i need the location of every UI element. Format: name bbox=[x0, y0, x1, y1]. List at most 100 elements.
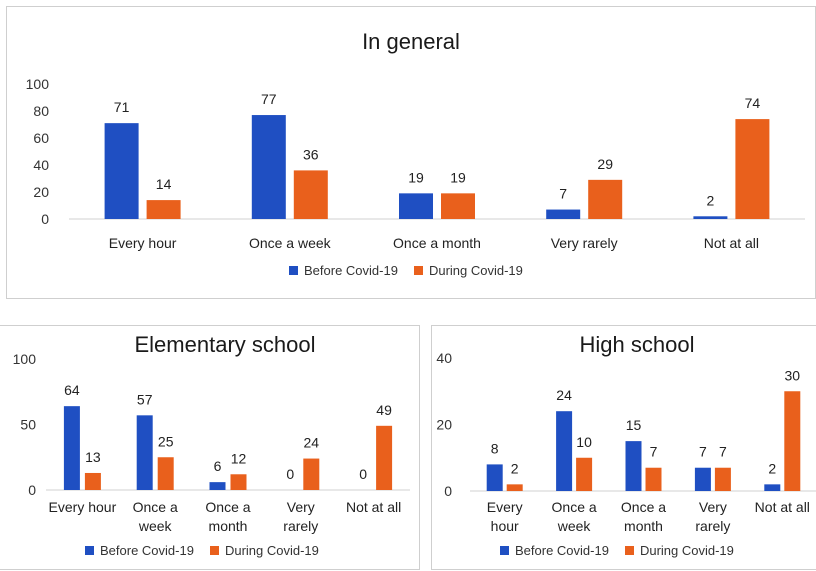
chart-legend: Before Covid-19 During Covid-19 bbox=[289, 263, 523, 278]
y-tick-label: 40 bbox=[436, 350, 452, 366]
bar-before-covid bbox=[104, 123, 139, 219]
y-tick-label: 50 bbox=[20, 417, 36, 433]
category-label: rarely bbox=[695, 518, 730, 534]
legend-swatch bbox=[500, 546, 509, 555]
category-label: Every hour bbox=[109, 235, 177, 251]
bar-before-covid bbox=[693, 216, 728, 219]
bar-during-covid bbox=[714, 467, 731, 491]
bar-during-covid bbox=[784, 391, 801, 491]
category-label: Once a bbox=[552, 499, 597, 515]
data-label: 74 bbox=[745, 95, 761, 111]
data-label: 7 bbox=[559, 186, 567, 202]
legend-swatch bbox=[413, 266, 423, 275]
category-label: rarely bbox=[283, 518, 318, 534]
chart-plot: 0 20 40 60 80 100 71 14 Every hour 77 36 Once a wee… bbox=[26, 76, 805, 251]
bar-during-covid bbox=[735, 119, 770, 219]
data-label: 57 bbox=[137, 391, 153, 407]
legend-label: Before Covid-19 bbox=[100, 543, 194, 558]
bar-during-covid bbox=[376, 425, 393, 490]
legend-label: Before Covid-19 bbox=[304, 263, 398, 278]
data-label: 14 bbox=[156, 176, 172, 192]
category-label: Very rarely bbox=[551, 235, 618, 251]
data-label: 36 bbox=[303, 146, 319, 162]
data-label: 8 bbox=[491, 440, 499, 456]
legend-swatch bbox=[289, 266, 298, 275]
legend-swatch bbox=[209, 546, 219, 555]
data-label: 2 bbox=[707, 192, 715, 208]
bar-during-covid bbox=[157, 457, 174, 490]
data-label: 7 bbox=[719, 444, 727, 460]
bar-before-covid bbox=[399, 193, 433, 219]
legend-label: During Covid-19 bbox=[639, 543, 734, 558]
data-label: 7 bbox=[650, 444, 658, 460]
category-label: Very bbox=[287, 499, 315, 515]
bar-during-covid bbox=[303, 458, 320, 490]
bar-before-covid bbox=[556, 411, 573, 491]
data-label: 49 bbox=[376, 402, 392, 418]
y-tick-label: 80 bbox=[33, 103, 49, 119]
category-label: month bbox=[624, 518, 663, 534]
legend-swatch bbox=[85, 546, 94, 555]
bar-during-covid bbox=[230, 474, 247, 490]
bar-during-covid bbox=[84, 472, 101, 490]
category-label: Not at all bbox=[346, 499, 401, 515]
data-label: 71 bbox=[114, 99, 130, 115]
bar-during-covid bbox=[293, 170, 328, 219]
data-label: 19 bbox=[408, 169, 424, 185]
bar-before-covid bbox=[63, 406, 80, 490]
category-label: Every hour bbox=[49, 499, 117, 515]
category-label: Once a bbox=[621, 499, 666, 515]
data-label: 7 bbox=[699, 444, 707, 460]
chart-plot: 0 50 100 64 13 Every hour 57 25 Once a week 6 12 Onc… bbox=[13, 351, 410, 534]
category-label: Not at all bbox=[755, 499, 810, 515]
data-label: 13 bbox=[85, 449, 101, 465]
legend-item-before: Before Covid-19 bbox=[500, 543, 609, 558]
category-label: month bbox=[209, 518, 248, 534]
chart-title: Elementary school bbox=[134, 332, 316, 357]
legend-item-during: During Covid-19 bbox=[209, 543, 319, 558]
legend-item-before: Before Covid-19 bbox=[289, 263, 398, 278]
y-tick-label: 0 bbox=[444, 483, 452, 499]
category-label: Once a bbox=[133, 499, 178, 515]
bar-before-covid bbox=[136, 415, 153, 490]
data-label: 12 bbox=[231, 450, 247, 466]
legend-label: During Covid-19 bbox=[428, 263, 523, 278]
chart-in-general: In general 0 20 40 60 80 100 71 14 Every hour 77 3… bbox=[6, 6, 816, 299]
bar-before-covid bbox=[209, 482, 226, 490]
bar-during-covid bbox=[506, 484, 523, 491]
bar-during-covid bbox=[645, 467, 662, 491]
bar-before-covid bbox=[625, 441, 642, 491]
bar-before-covid bbox=[486, 464, 503, 491]
y-tick-label: 100 bbox=[26, 76, 50, 92]
legend-item-during: During Covid-19 bbox=[413, 263, 523, 278]
chart-title: High school bbox=[579, 332, 695, 357]
bar-during-covid bbox=[441, 193, 475, 219]
data-label: 24 bbox=[304, 435, 320, 451]
chart-title: In general bbox=[362, 29, 460, 54]
data-label: 29 bbox=[597, 156, 613, 172]
bar-during-covid bbox=[588, 179, 623, 219]
chart-high-school: High school 0 20 40 8 2 Every hour 24 10 Once a we… bbox=[431, 325, 816, 570]
bar-during-covid bbox=[146, 200, 181, 219]
bar-before-covid bbox=[694, 467, 711, 491]
chart-elementary-school: Elementary school 0 50 100 64 13 Every hour 57… bbox=[0, 325, 420, 570]
legend-label: Before Covid-19 bbox=[515, 543, 609, 558]
data-label: 19 bbox=[450, 169, 466, 185]
legend-swatch bbox=[624, 546, 634, 555]
bar-before-covid bbox=[764, 484, 781, 491]
legend-item-during: During Covid-19 bbox=[624, 543, 734, 558]
bar-during-covid bbox=[576, 457, 593, 491]
legend-label: During Covid-19 bbox=[224, 543, 319, 558]
category-label: week bbox=[557, 518, 592, 534]
data-label: 15 bbox=[626, 417, 642, 433]
data-label: 24 bbox=[556, 387, 572, 403]
category-label: Once a month bbox=[393, 235, 481, 251]
category-label: week bbox=[138, 518, 173, 534]
data-label: 2 bbox=[511, 460, 519, 476]
y-tick-label: 60 bbox=[33, 130, 49, 146]
chart-legend: Before Covid-19 During Covid-19 bbox=[500, 543, 734, 558]
legend-item-before: Before Covid-19 bbox=[85, 543, 194, 558]
category-label: Not at all bbox=[704, 235, 759, 251]
category-label: Once a week bbox=[249, 235, 332, 251]
